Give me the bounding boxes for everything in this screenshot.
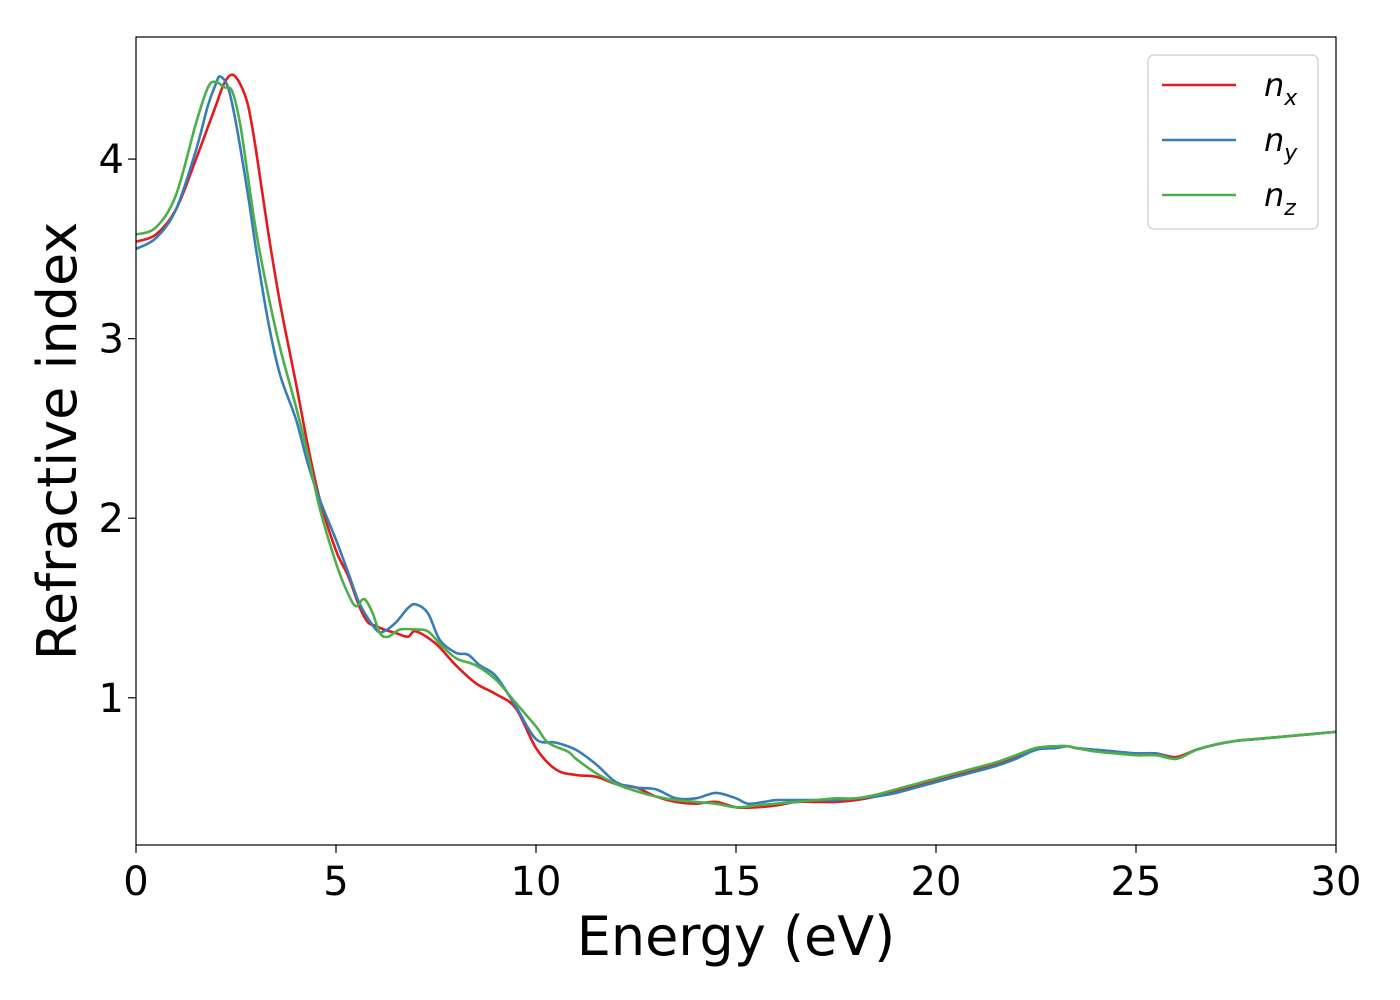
x-tick-label: 5 xyxy=(323,859,348,905)
series-layer xyxy=(136,73,1336,810)
x-axis-ticks: 0 5 10 15 20 25 30 xyxy=(123,845,1361,905)
x-tick-label: 30 xyxy=(1311,859,1362,905)
series-line-n-y xyxy=(136,75,1336,806)
legend-label-main: n xyxy=(1264,121,1284,159)
legend-label-subscript: y xyxy=(1283,141,1298,166)
y-axis-label: Refractive index xyxy=(26,222,89,661)
x-axis-label: Energy (eV) xyxy=(577,905,896,968)
series-line-n-z xyxy=(136,80,1336,809)
x-tick-label: 15 xyxy=(711,859,762,905)
y-tick-label: 2 xyxy=(99,496,124,542)
y-tick-label: 4 xyxy=(99,137,124,183)
x-tick-label: 0 xyxy=(123,859,148,905)
y-tick-label: 3 xyxy=(99,317,124,363)
legend-label-y: ny xyxy=(1264,121,1298,166)
y-tick-label: 1 xyxy=(99,676,124,722)
legend-label-subscript: z xyxy=(1283,196,1296,221)
legend-label-x: nx xyxy=(1264,66,1298,111)
legend-label-main: n xyxy=(1264,66,1284,104)
legend-label-z: nz xyxy=(1264,176,1296,221)
legend-label-subscript: x xyxy=(1283,86,1298,111)
y-axis-ticks: 1 2 3 4 xyxy=(99,137,136,722)
legend-box xyxy=(1147,54,1319,230)
legend-label-main: n xyxy=(1264,176,1284,214)
x-tick-label: 25 xyxy=(1111,859,1162,905)
x-tick-label: 20 xyxy=(911,859,962,905)
x-tick-label: 10 xyxy=(511,859,562,905)
